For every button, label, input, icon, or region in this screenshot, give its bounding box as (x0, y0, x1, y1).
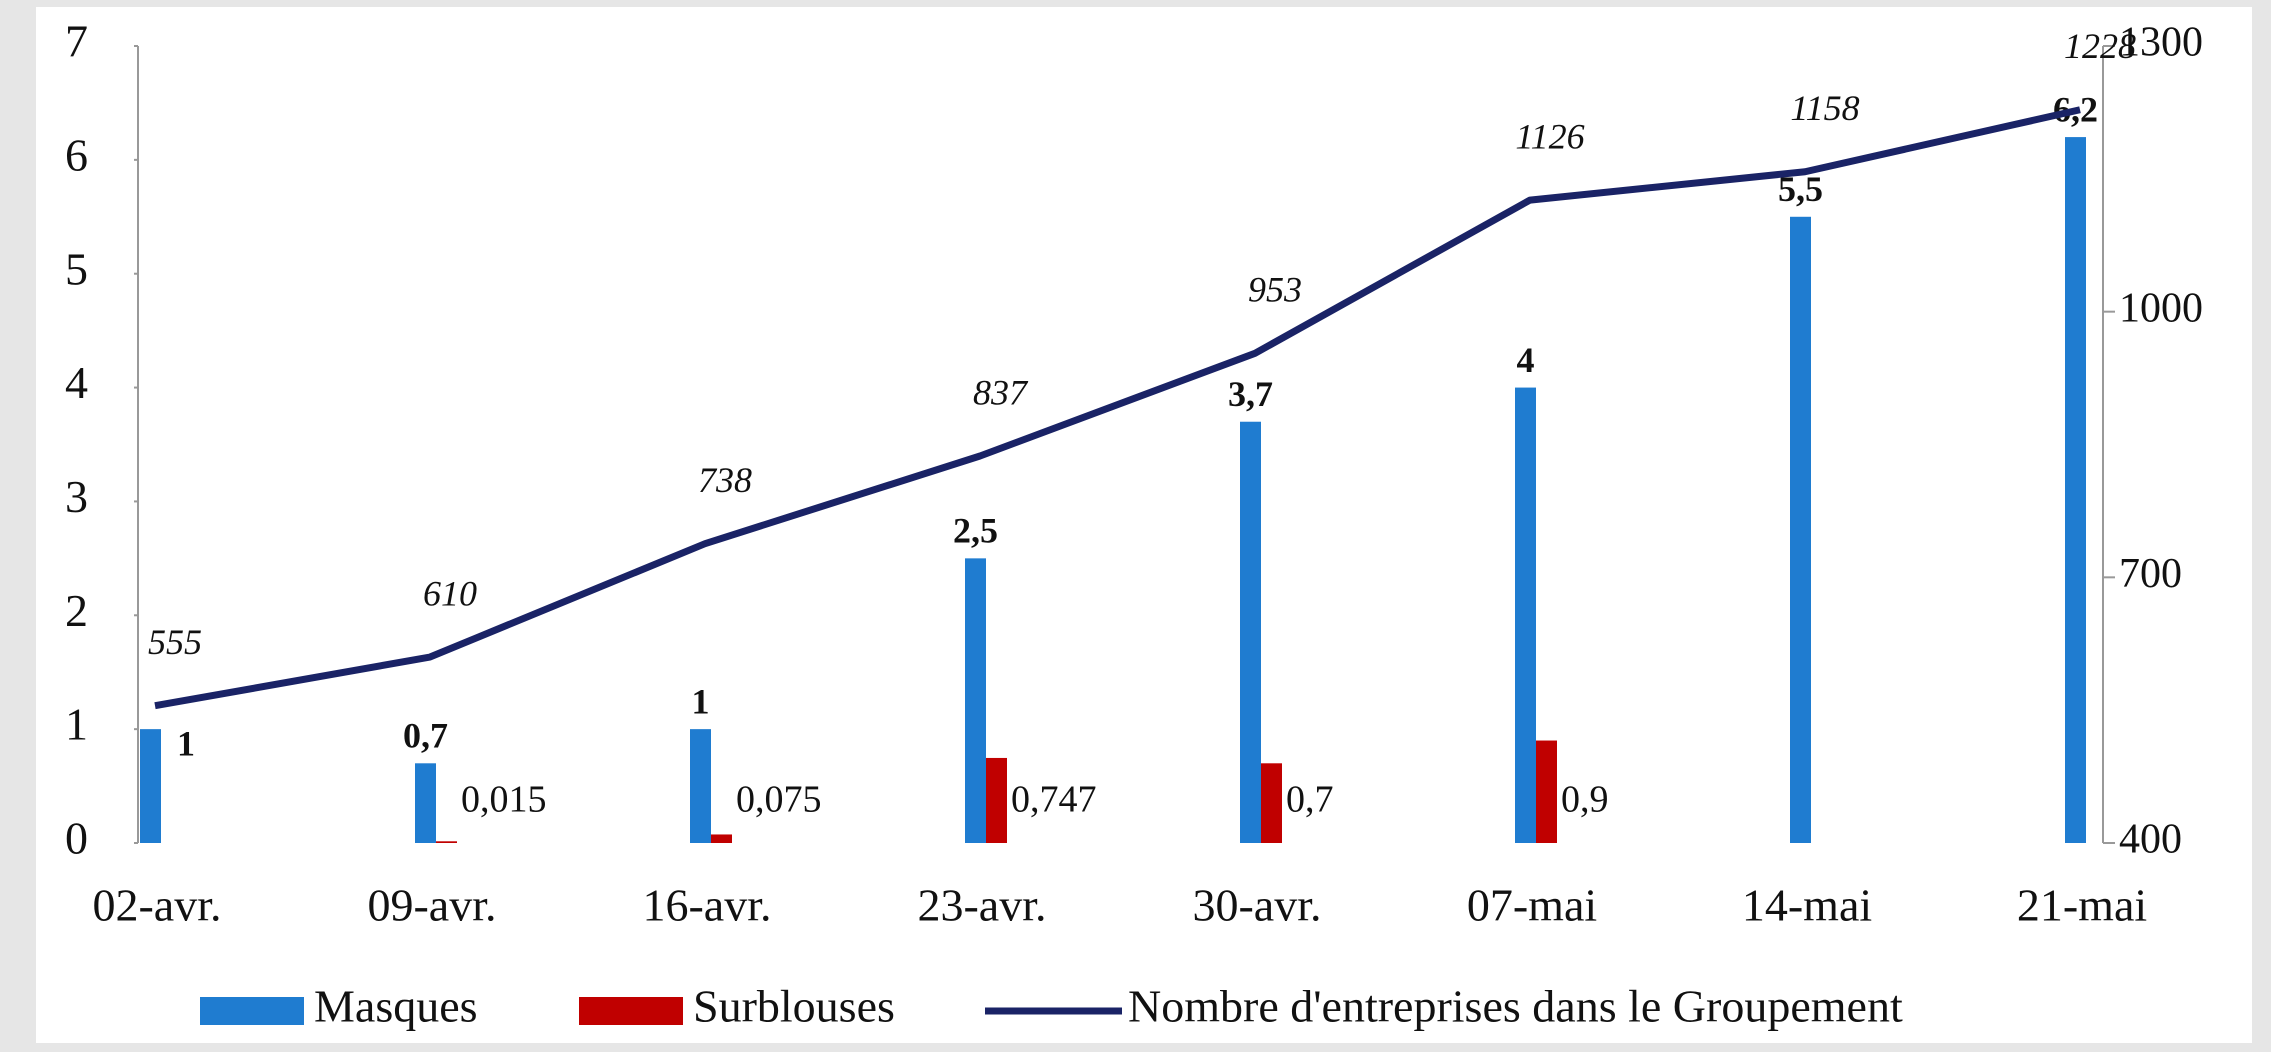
y-tick-label: 7 (65, 16, 88, 67)
bar-value-label: 1 (177, 723, 195, 763)
bar-value-label: 4 (1517, 340, 1535, 380)
y-tick-label: 4 (65, 357, 88, 408)
bar (711, 834, 732, 843)
bar-value-label: 1 (692, 681, 710, 721)
legend-label: Masques (314, 981, 478, 1032)
x-tick-label: 30-avr. (1192, 880, 1321, 931)
bar (436, 841, 457, 843)
y-tick-label: 2 (65, 585, 88, 636)
bar-value-label: 0,9 (1561, 779, 1609, 821)
line-value-label: 1158 (1790, 88, 1859, 128)
y2-tick-label: 1300 (2119, 20, 2203, 66)
line (154, 106, 2081, 710)
line-value-label: 555 (148, 622, 202, 662)
bar (415, 763, 436, 843)
line-value-label: 1126 (1515, 116, 1584, 156)
x-tick-label: 09-avr. (367, 880, 496, 931)
bar (690, 729, 711, 843)
y-tick-label: 1 (65, 699, 88, 750)
legend-label: Surblouses (693, 981, 895, 1032)
bar-value-label: 2,5 (953, 511, 998, 551)
x-tick-label: 23-avr. (917, 880, 1046, 931)
line-value-label: 1228 (2064, 26, 2136, 66)
line-value-label: 738 (698, 460, 752, 500)
bar (1790, 216, 1811, 844)
y-tick-label: 3 (65, 471, 88, 522)
bar (1261, 763, 1282, 843)
legend-swatch (579, 997, 683, 1025)
bar-value-label: 0,015 (461, 779, 547, 821)
bar-value-label: 0,7 (1286, 779, 1334, 821)
legend-swatch (200, 997, 304, 1025)
y2-tick-label: 700 (2119, 551, 2182, 597)
bar-value-label: 0,075 (736, 779, 822, 821)
legend-label: Nombre d'entreprises dans le Groupement (1128, 981, 1903, 1032)
bar (965, 558, 986, 843)
y-tick-label: 6 (65, 129, 88, 180)
line-value-label: 610 (423, 573, 477, 613)
y2-tick-label: 1000 (2119, 285, 2203, 331)
bar (2065, 137, 2086, 844)
bar (140, 729, 161, 843)
line-value-label: 953 (1248, 270, 1302, 310)
line-value-label: 837 (973, 372, 1029, 412)
bar-value-label: 0,7 (403, 716, 448, 756)
x-tick-label: 07-mai (1467, 880, 1597, 931)
x-tick-label: 16-avr. (642, 880, 771, 931)
x-tick-label: 02-avr. (92, 880, 221, 931)
bar-value-label: 0,747 (1011, 779, 1097, 821)
bar (1240, 421, 1261, 843)
y-tick-label: 0 (65, 813, 88, 864)
bar (1515, 387, 1536, 843)
x-tick-label: 21-mai (2017, 880, 2147, 931)
bar-value-label: 3,7 (1228, 374, 1273, 414)
chart-background (36, 7, 2252, 1043)
x-tick-label: 14-mai (1742, 880, 1872, 931)
bar (986, 757, 1007, 843)
y2-tick-label: 400 (2119, 817, 2182, 863)
y-tick-label: 5 (65, 243, 88, 294)
bar (1536, 740, 1557, 843)
